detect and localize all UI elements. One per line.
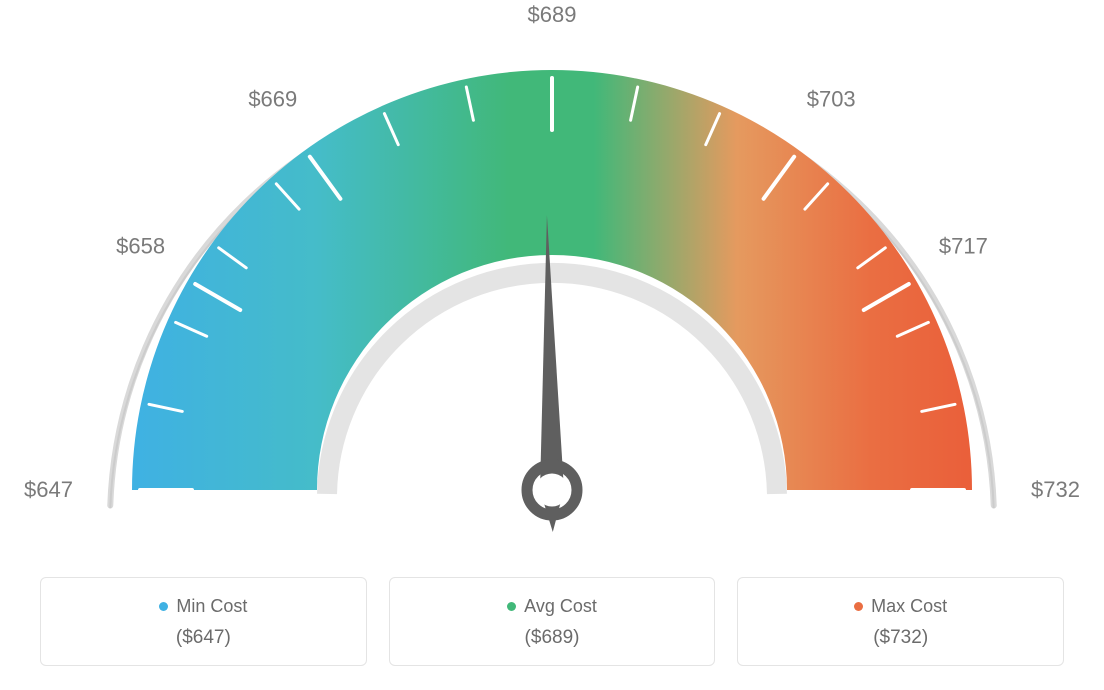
- legend-card-min: Min Cost ($647): [40, 577, 367, 666]
- cost-gauge-chart: $647 $658 $669 $689 $703 $717 $732: [0, 0, 1104, 560]
- legend-title-min-text: Min Cost: [176, 596, 247, 617]
- svg-text:$669: $669: [248, 87, 297, 112]
- legend-dot-avg: [507, 602, 516, 611]
- legend-value-min: ($647): [51, 627, 356, 649]
- legend-dot-min: [159, 602, 168, 611]
- gauge-svg: $647 $658 $669 $689 $703 $717 $732: [0, 0, 1104, 560]
- legend-title-max-text: Max Cost: [871, 596, 947, 617]
- svg-text:$703: $703: [807, 87, 856, 112]
- legend-title-avg-text: Avg Cost: [524, 596, 597, 617]
- svg-text:$689: $689: [528, 2, 577, 27]
- svg-text:$647: $647: [24, 477, 73, 502]
- legend-row: Min Cost ($647) Avg Cost ($689) Max Cost…: [40, 577, 1064, 666]
- legend-dot-max: [854, 602, 863, 611]
- legend-value-avg: ($689): [400, 627, 705, 649]
- legend-card-avg: Avg Cost ($689): [389, 577, 716, 666]
- svg-text:$732: $732: [1031, 477, 1080, 502]
- svg-text:$717: $717: [939, 234, 988, 259]
- legend-value-max: ($732): [748, 627, 1053, 649]
- legend-title-min: Min Cost: [159, 596, 247, 617]
- legend-card-max: Max Cost ($732): [737, 577, 1064, 666]
- legend-title-avg: Avg Cost: [507, 596, 597, 617]
- legend-title-max: Max Cost: [854, 596, 947, 617]
- svg-text:$658: $658: [116, 234, 165, 259]
